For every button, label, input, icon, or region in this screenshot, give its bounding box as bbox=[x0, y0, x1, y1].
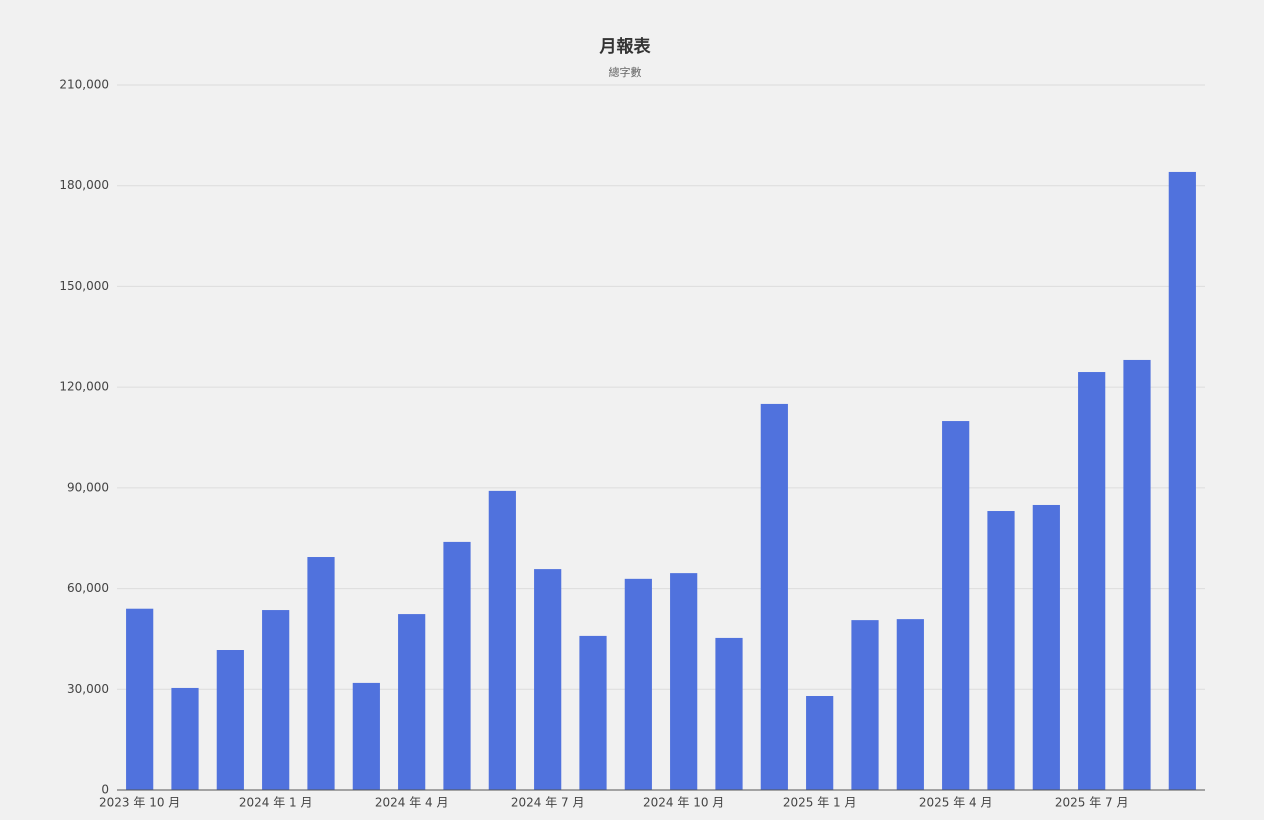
bar bbox=[670, 573, 698, 790]
x-tick-label: 2025 年 4 月 bbox=[919, 796, 993, 810]
bar bbox=[171, 687, 199, 790]
bar bbox=[488, 490, 516, 790]
y-tick-label: 0 bbox=[101, 783, 109, 797]
bar bbox=[942, 421, 970, 790]
bar bbox=[262, 610, 290, 790]
bar bbox=[443, 541, 471, 790]
bar bbox=[987, 511, 1015, 790]
y-tick-label: 180,000 bbox=[59, 178, 109, 192]
y-tick-label: 60,000 bbox=[67, 581, 109, 595]
y-tick-label: 120,000 bbox=[59, 380, 109, 394]
bar bbox=[851, 620, 879, 790]
x-tick-label: 2024 年 4 月 bbox=[375, 796, 449, 810]
bar bbox=[896, 619, 924, 790]
bar bbox=[760, 403, 788, 790]
bar bbox=[534, 569, 562, 790]
chart-title: 月報表 bbox=[599, 36, 652, 57]
bar bbox=[126, 608, 154, 790]
x-tick-label: 2025 年 7 月 bbox=[1055, 796, 1129, 810]
chart-subtitle: 總字數 bbox=[609, 65, 642, 79]
bar bbox=[352, 682, 380, 790]
bar bbox=[1168, 171, 1196, 790]
x-tick-label: 2025 年 1 月 bbox=[783, 796, 857, 810]
bar bbox=[398, 614, 426, 790]
bar bbox=[715, 637, 743, 790]
x-tick-label: 2023 年 10 月 bbox=[99, 796, 180, 810]
y-tick-label: 30,000 bbox=[67, 682, 109, 696]
bar bbox=[216, 650, 244, 790]
y-tick-label: 90,000 bbox=[67, 480, 109, 494]
x-tick-label: 2024 年 7 月 bbox=[511, 796, 585, 810]
bar bbox=[579, 635, 607, 790]
bar bbox=[1078, 372, 1106, 790]
y-tick-label: 210,000 bbox=[59, 78, 109, 92]
bar bbox=[1123, 359, 1151, 790]
bar bbox=[806, 696, 834, 790]
x-tick-label: 2024 年 1 月 bbox=[239, 796, 313, 810]
bar bbox=[307, 557, 335, 790]
bar bbox=[1032, 504, 1060, 790]
y-tick-label: 150,000 bbox=[59, 279, 109, 293]
x-tick-label: 2024 年 10 月 bbox=[643, 796, 724, 810]
bar bbox=[624, 578, 652, 790]
